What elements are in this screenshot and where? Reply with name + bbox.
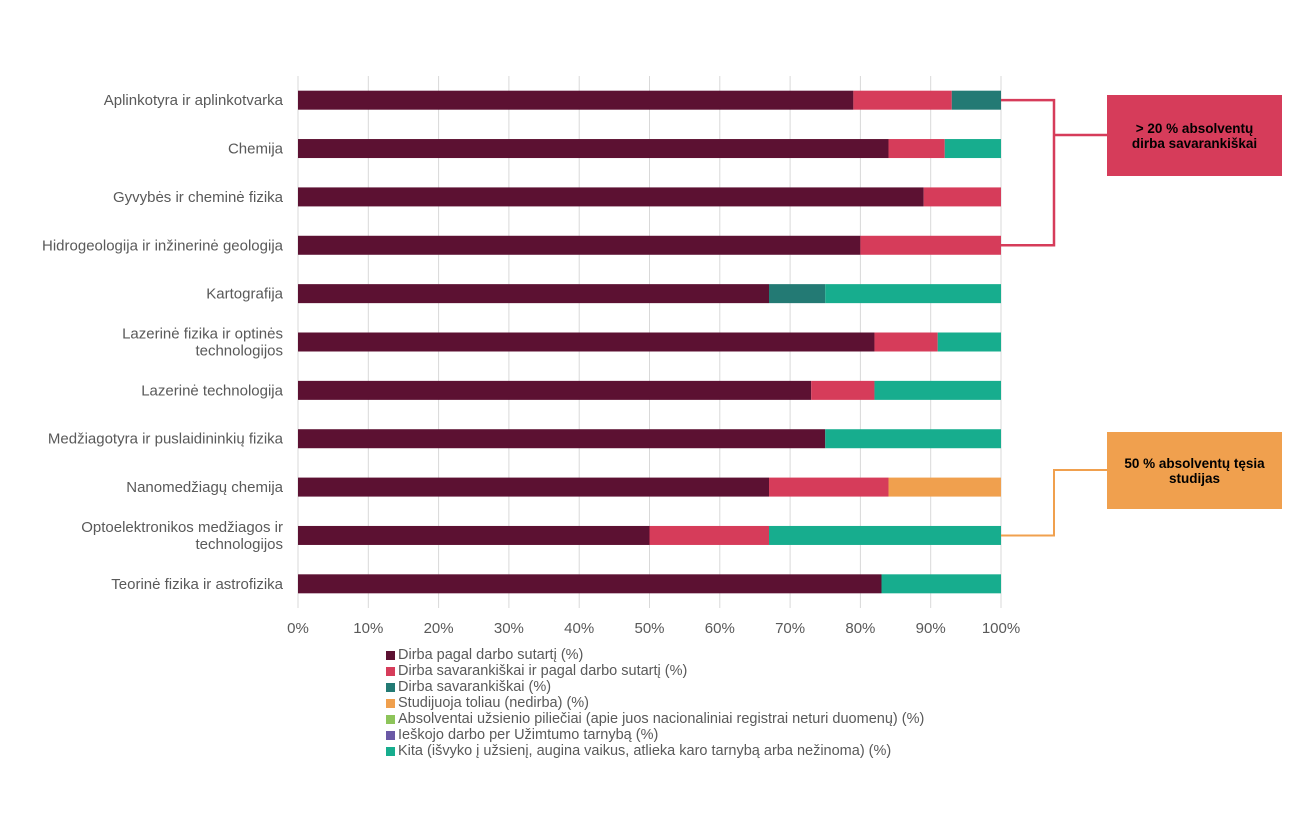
category-label: technologijos [195, 343, 283, 360]
legend-swatch [386, 714, 395, 724]
category-label: Medžiagotyra ir puslaidininkių fizika [48, 431, 284, 448]
x-tick-label: 20% [424, 620, 454, 637]
bar-segment [298, 90, 854, 110]
x-axis-ticks: 0% 10% 20% 30% 40% 50% 60% 70% 80% 90% 100% [287, 620, 1020, 637]
bar-segment [298, 429, 826, 449]
x-tick-label: 70% [775, 620, 805, 637]
bar-segment [944, 139, 1001, 159]
bar-segment [769, 477, 889, 497]
bar-segment [298, 235, 861, 255]
bar-segment [825, 284, 1001, 304]
category-label: Lazerinė fizika ir optinės [122, 326, 283, 343]
bar-segment [298, 187, 924, 207]
legend-swatch [386, 682, 395, 692]
bar-segment [923, 187, 1001, 207]
category-label: technologijos [195, 536, 283, 553]
legend-label: Ieškojo darbo per Užimtumo tarnybą (%) [398, 727, 659, 743]
x-tick-label: 0% [287, 620, 309, 637]
category-label: Nanomedžiagų chemija [126, 479, 283, 496]
legend-label: Dirba pagal darbo sutartį (%) [398, 647, 584, 663]
category-label: Kartografija [206, 286, 283, 303]
x-tick-label: 90% [916, 620, 946, 637]
category-label: Gyvybės ir cheminė fizika [113, 189, 284, 206]
bar-segment [951, 90, 1001, 110]
x-tick-label: 60% [705, 620, 735, 637]
bar-segment [811, 380, 875, 400]
bar-segment [874, 332, 938, 352]
legend-item: Ieškojo darbo per Užimtumo tarnybą (%) [386, 727, 924, 743]
legend: Dirba pagal darbo sutartį (%) Dirba savar… [386, 647, 924, 759]
x-tick-label: 30% [494, 620, 524, 637]
bar-segment [825, 429, 1001, 449]
callout-continue-studies-line-1: 50 % absolventų tęsia [1124, 455, 1265, 471]
callout-connectors [1001, 98, 1107, 537]
legend-item: Dirba pagal darbo sutartį (%) [386, 647, 924, 663]
legend-swatch [386, 666, 395, 676]
bar-segment [769, 284, 826, 304]
legend-label: Kita (išvyko į užsienį, augina vaikus, a… [398, 743, 892, 759]
callout-self-employed: > 20 % absolventų dirba savarankiškai [1107, 95, 1282, 176]
x-tick-label: 50% [634, 620, 664, 637]
category-label: Hidrogeologija ir inžinerinė geologija [42, 237, 284, 254]
legend-label: Absolventai užsienio piliečiai (apie juo… [398, 711, 925, 727]
bar-segment [298, 380, 812, 400]
callout-bracket [1001, 98, 1056, 247]
bars [298, 90, 1001, 594]
category-label: Chemija [228, 141, 284, 158]
callout-self-employed-line-2: dirba savarankiškai [1131, 135, 1258, 151]
category-label: Lazerinė technologija [141, 382, 283, 399]
bar-segment [298, 139, 889, 159]
callout-connector [1001, 469, 1107, 537]
bar-segment [298, 477, 770, 497]
callout-self-employed-line-1: > 20 % absolventų [1135, 120, 1254, 136]
x-tick-label: 10% [353, 620, 383, 637]
x-tick-label: 40% [564, 620, 594, 637]
legend-label: Dirba savarankiškai (%) [398, 679, 552, 695]
callout-continue-studies: 50 % absolventų tęsia studijas [1107, 432, 1282, 509]
legend-label: Studijuoja toliau (nedirba) (%) [398, 695, 590, 711]
bar-segment [298, 284, 770, 304]
legend-swatch [386, 730, 395, 740]
bar-segment [881, 574, 1001, 594]
callout-continue-studies-line-2: studijas [1168, 470, 1220, 486]
category-labels: Aplinkotyra ir aplinkotvarka Chemija Gyvyb… [42, 92, 284, 593]
category-label: Teorinė fizika ir astrofizika [111, 576, 283, 593]
bar-segment [888, 477, 1001, 497]
bar-segment [860, 235, 1001, 255]
bar-segment [888, 139, 945, 159]
bar-segment [937, 332, 1001, 352]
legend-label: Dirba savarankiškai ir pagal darbo sutar… [398, 663, 688, 679]
legend-item: Absolventai užsienio piliečiai (apie juo… [386, 711, 924, 727]
legend-item: Dirba savarankiškai ir pagal darbo sutar… [386, 663, 924, 679]
legend-item: Studijuoja toliau (nedirba) (%) [386, 695, 924, 711]
bar-segment [874, 380, 1001, 400]
legend-swatch [386, 698, 395, 708]
category-label: Optoelektronikos medžiagos ir [81, 519, 283, 536]
legend-item: Kita (išvyko į užsienį, augina vaikus, a… [386, 743, 924, 759]
x-tick-label: 100% [982, 620, 1020, 637]
category-label: Aplinkotyra ir aplinkotvarka [104, 92, 284, 109]
legend-item: Dirba savarankiškai (%) [386, 679, 924, 695]
bar-segment [298, 574, 882, 594]
bar-segment [298, 332, 875, 352]
bar-segment [769, 525, 1001, 545]
bar-segment [298, 525, 650, 545]
legend-swatch [386, 746, 395, 756]
bar-segment [649, 525, 770, 545]
x-tick-label: 80% [845, 620, 875, 637]
bar-segment [853, 90, 952, 110]
legend-swatch [386, 650, 395, 660]
